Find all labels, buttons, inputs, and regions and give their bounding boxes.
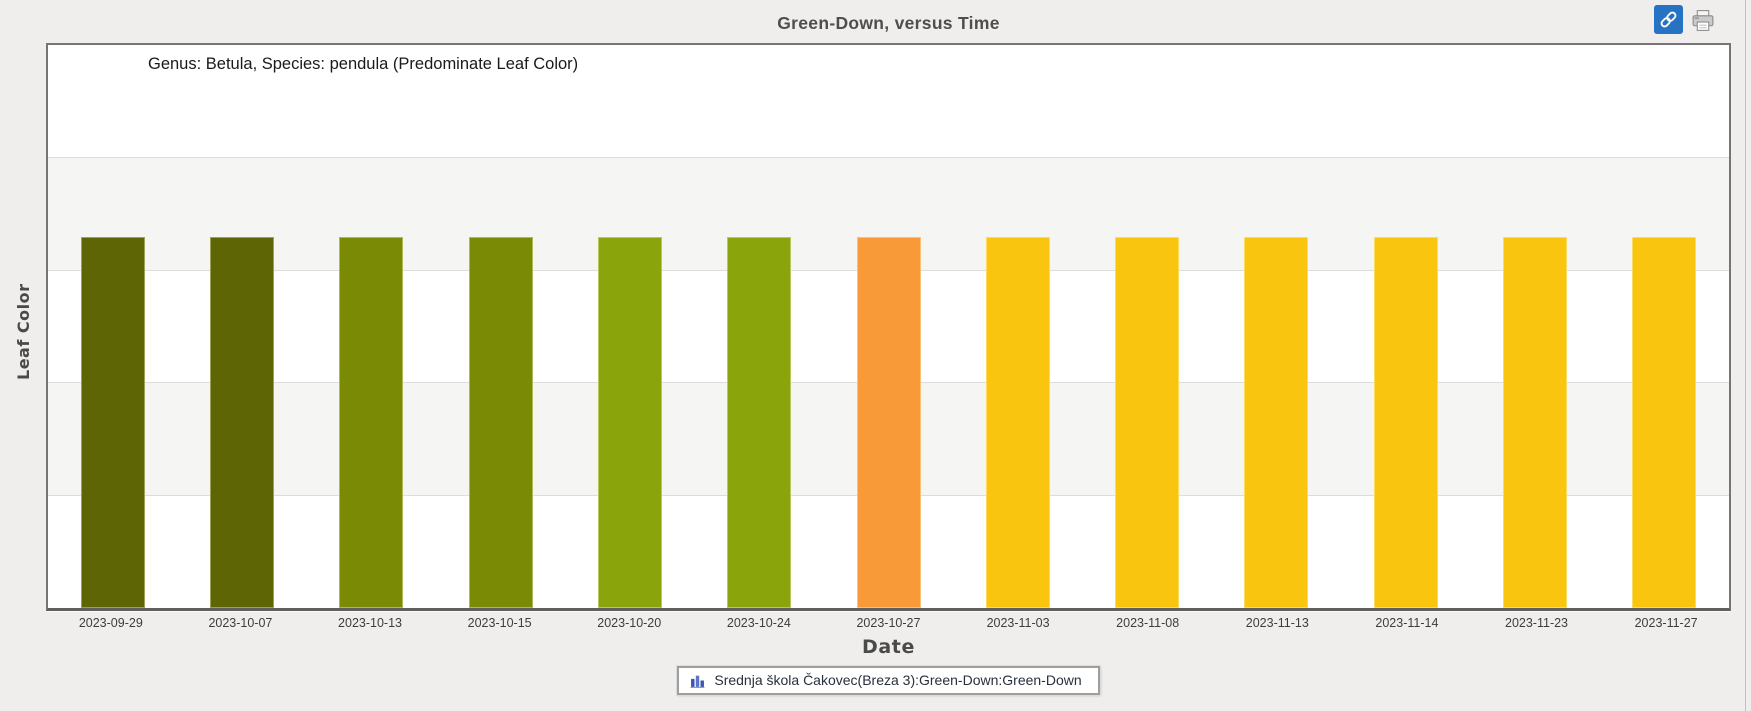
x-tick-label: 2023-10-27: [856, 616, 921, 630]
bar-slot: [307, 237, 436, 608]
bar-slot: [436, 237, 565, 608]
x-tick-label: 2023-11-14: [1375, 616, 1439, 630]
legend: Srednja škola Čakovec(Breza 3):Green-Dow…: [46, 666, 1731, 695]
bar-2023-09-29[interactable]: [80, 237, 145, 608]
x-axis-ticks: 2023-09-29 2023-10-07 2023-10-13 2023-10-15…: [46, 616, 1731, 630]
page-edge-line: [1745, 0, 1746, 711]
bar-slot: [695, 237, 824, 608]
x-tick-label: 2023-11-27: [1634, 616, 1698, 630]
y-axis-title: Leaf Color: [14, 283, 33, 381]
x-tick-label: 2023-10-24: [726, 616, 791, 630]
bar-slot: [1212, 237, 1341, 608]
bar-2023-11-23[interactable]: [1503, 237, 1568, 608]
x-tick-label: 2023-11-03: [986, 616, 1050, 630]
plot-area: Genus: Betula, Species: pendula (Predomi…: [46, 43, 1731, 611]
permalink-button[interactable]: [1654, 5, 1683, 34]
bar-slot: [1083, 237, 1212, 608]
x-tick-label: 2023-10-15: [467, 616, 532, 630]
bar-slot: [565, 237, 694, 608]
bar-2023-11-08[interactable]: [1115, 237, 1180, 608]
bar-2023-10-20[interactable]: [597, 237, 662, 608]
bar-chart-icon: [690, 675, 705, 688]
x-tick-label: 2023-10-07: [208, 616, 273, 630]
bar-2023-10-13[interactable]: [339, 237, 404, 608]
x-tick-label: 2023-10-13: [338, 616, 402, 630]
bar-slot: [1600, 237, 1729, 608]
bar-slot: [1341, 237, 1470, 608]
print-button[interactable]: [1689, 7, 1716, 33]
bar-2023-11-14[interactable]: [1373, 237, 1438, 608]
link-icon: [1660, 11, 1677, 28]
bars: [48, 237, 1729, 608]
bar-2023-11-03[interactable]: [985, 237, 1050, 608]
x-tick-label: 2023-11-23: [1505, 616, 1569, 630]
legend-item[interactable]: Srednja škola Čakovec(Breza 3):Green-Dow…: [677, 666, 1100, 695]
legend-label: Srednja škola Čakovec(Breza 3):Green-Dow…: [714, 672, 1082, 688]
x-tick-label: 2023-09-29: [78, 616, 143, 630]
x-tick-label: 2023-10-20: [597, 616, 662, 630]
x-tick-label: 2023-11-08: [1116, 616, 1180, 630]
printer-icon: [1692, 9, 1713, 31]
bar-slot: [824, 237, 953, 608]
bar-slot: [1470, 237, 1599, 608]
bar-2023-11-13[interactable]: [1244, 237, 1309, 608]
bar-2023-10-07[interactable]: [209, 237, 274, 608]
bar-2023-10-24[interactable]: [727, 237, 792, 608]
chart-title: Green-Down, versus Time: [777, 13, 1000, 33]
bar-2023-10-27[interactable]: [856, 237, 921, 608]
x-tick-label: 2023-11-13: [1245, 616, 1309, 630]
bar-2023-10-15[interactable]: [468, 237, 533, 608]
bar-slot: [177, 237, 306, 608]
grid-band: [48, 45, 1729, 157]
bar-slot: [953, 237, 1082, 608]
bar-slot: [48, 237, 177, 608]
x-axis-title: Date: [862, 636, 915, 658]
annotation: Genus: Betula, Species: pendula (Predomi…: [148, 55, 579, 73]
bar-2023-11-27[interactable]: [1632, 237, 1697, 608]
